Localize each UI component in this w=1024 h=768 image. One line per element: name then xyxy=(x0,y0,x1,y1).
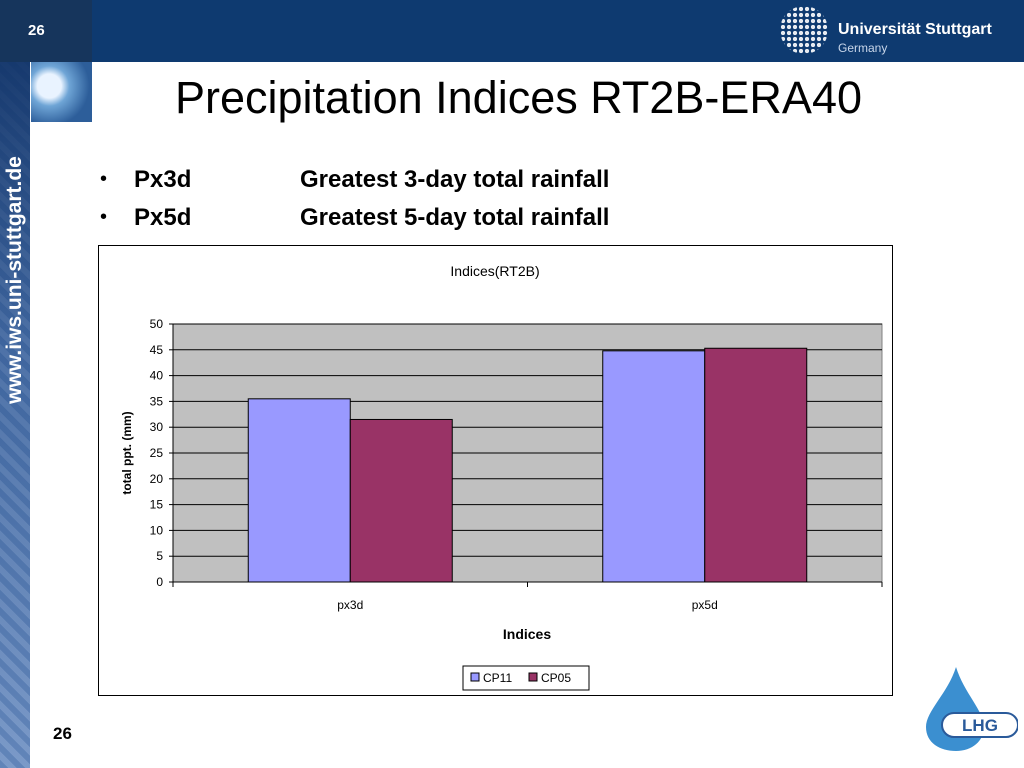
bar-cp05 xyxy=(704,347,808,583)
legend-box xyxy=(462,665,590,691)
bullet-code: Px3d xyxy=(134,166,192,193)
y-tick-label: 25 xyxy=(150,446,164,460)
university-country: Germany xyxy=(838,41,888,55)
bar-chart-svg: Indices(RT2B) 0 5 10 15 20 25 30 35 40 45 50 px3d px… xyxy=(120,263,883,691)
y-tick-label: 40 xyxy=(150,369,164,383)
header-band xyxy=(0,0,1024,62)
svg-text:LHG: LHG xyxy=(962,716,998,735)
bullet-desc: Greatest 3-day total rainfall xyxy=(300,166,610,193)
slide-number-box: 26 xyxy=(0,0,92,62)
y-tick-label: 10 xyxy=(150,523,164,537)
y-tick-label: 5 xyxy=(156,549,163,563)
y-tick-label: 15 xyxy=(150,498,164,512)
lhg-logo: LHG xyxy=(918,663,1019,753)
side-band xyxy=(0,0,30,768)
y-tick-label: 45 xyxy=(150,343,164,357)
y-tick-label: 20 xyxy=(150,472,164,486)
y-tick-label: 30 xyxy=(150,420,164,434)
y-tick-label: 0 xyxy=(156,575,163,589)
x-tick-label: px5d xyxy=(692,598,718,612)
bar-cp05 xyxy=(349,418,453,583)
chart-title: Indices(RT2B) xyxy=(450,263,539,279)
slide-number-top: 26 xyxy=(28,22,45,39)
bar-cp11 xyxy=(247,398,351,583)
legend-swatch xyxy=(470,672,480,682)
header-photo xyxy=(31,62,92,122)
y-tick-label: 50 xyxy=(150,317,164,331)
bar-cp11 xyxy=(602,350,706,583)
page-title: Precipitation Indices RT2B-ERA40 xyxy=(175,72,862,123)
chart: Indices(RT2B) 0 5 10 15 20 25 30 35 40 45 50 px3d px… xyxy=(98,245,893,696)
legend-label: CP05 xyxy=(541,671,571,685)
bullet-desc: Greatest 5-day total rainfall xyxy=(300,204,610,231)
legend: CP11 CP05 xyxy=(462,665,590,691)
legend-label: CP11 xyxy=(483,671,512,685)
water-drop-icon: LHG xyxy=(926,667,1019,751)
x-tick-label: px3d xyxy=(337,598,363,612)
page-number: 26 xyxy=(53,724,72,743)
side-url: www.iws.uni-stuttgart.de xyxy=(3,156,26,404)
university-name: Universität Stuttgart xyxy=(838,21,992,38)
bullet-code: Px5d xyxy=(134,204,192,231)
y-tick-label: 35 xyxy=(150,394,164,408)
x-axis-label: Indices xyxy=(503,626,551,642)
university-seal-icon xyxy=(780,6,828,54)
y-axis-label: total ppt. (mm) xyxy=(120,411,134,494)
legend-swatch xyxy=(528,672,538,682)
university-logo: Universität Stuttgart Germany xyxy=(770,4,1024,60)
